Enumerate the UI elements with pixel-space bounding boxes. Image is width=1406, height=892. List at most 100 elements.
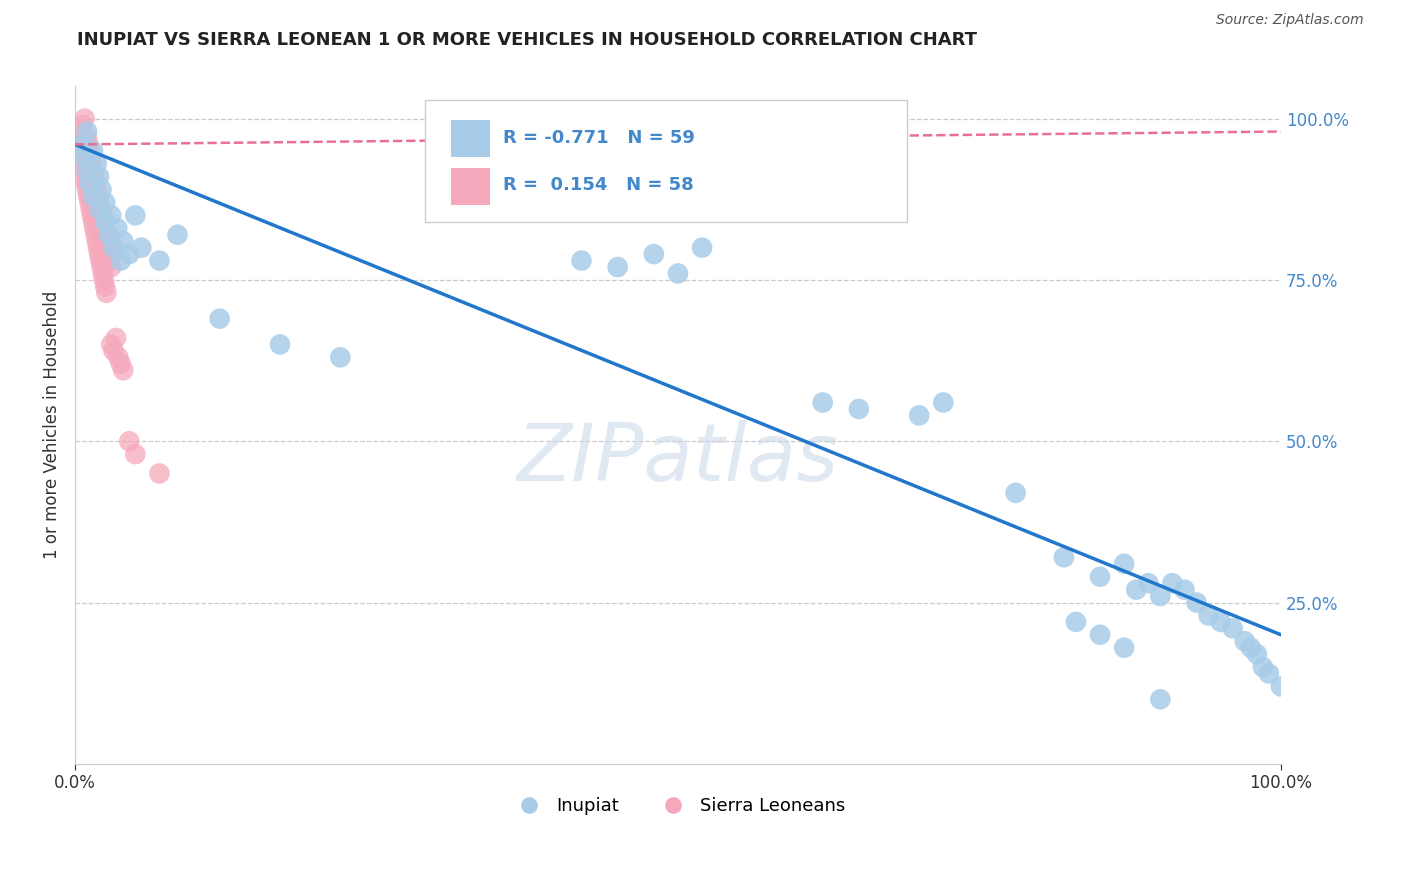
Point xyxy=(66,124,89,138)
Text: R = -0.771   N = 59: R = -0.771 N = 59 xyxy=(503,128,695,147)
Point xyxy=(83,221,105,235)
Point xyxy=(643,247,665,261)
Point xyxy=(73,150,96,164)
Point xyxy=(89,169,111,184)
Point xyxy=(89,202,111,216)
Point xyxy=(97,241,120,255)
Point xyxy=(112,234,135,248)
Point xyxy=(666,267,689,281)
Point xyxy=(166,227,188,242)
Point xyxy=(1173,582,1195,597)
Point xyxy=(69,137,91,152)
Point xyxy=(1257,666,1279,681)
Point xyxy=(96,234,118,248)
Point xyxy=(76,131,98,145)
Point xyxy=(1185,595,1208,609)
Point xyxy=(606,260,628,274)
Point xyxy=(94,195,117,210)
Point xyxy=(1233,634,1256,648)
Point xyxy=(1251,660,1274,674)
Point xyxy=(90,260,112,274)
Point xyxy=(80,208,103,222)
Point xyxy=(86,183,108,197)
Point xyxy=(82,144,104,158)
Point xyxy=(72,157,94,171)
Point xyxy=(89,202,111,216)
Point xyxy=(1240,640,1263,655)
Point xyxy=(811,395,834,409)
Point xyxy=(96,285,118,300)
Point xyxy=(118,247,141,261)
Point xyxy=(75,176,97,190)
Point xyxy=(89,247,111,261)
Point xyxy=(329,351,352,365)
Text: Source: ZipAtlas.com: Source: ZipAtlas.com xyxy=(1216,13,1364,28)
Point xyxy=(1222,621,1244,635)
Point xyxy=(76,124,98,138)
Point xyxy=(908,409,931,423)
Point xyxy=(84,227,107,242)
Point xyxy=(82,215,104,229)
Point xyxy=(1064,615,1087,629)
Point xyxy=(148,253,170,268)
Point xyxy=(79,150,101,164)
Point xyxy=(70,118,93,132)
Point xyxy=(1114,640,1136,655)
Point xyxy=(1270,680,1292,694)
Text: INUPIAT VS SIERRA LEONEAN 1 OR MORE VEHICLES IN HOUSEHOLD CORRELATION CHART: INUPIAT VS SIERRA LEONEAN 1 OR MORE VEHI… xyxy=(77,31,977,49)
Point xyxy=(89,253,111,268)
Point xyxy=(1198,608,1220,623)
FancyBboxPatch shape xyxy=(425,100,907,222)
Point xyxy=(110,357,132,371)
Point xyxy=(148,467,170,481)
Point xyxy=(105,221,128,235)
Point xyxy=(690,241,713,255)
Point xyxy=(80,157,103,171)
Point xyxy=(73,163,96,178)
Point xyxy=(118,434,141,449)
Point xyxy=(1053,550,1076,565)
Point xyxy=(79,202,101,216)
Point xyxy=(1088,628,1111,642)
Point xyxy=(1149,589,1171,603)
Point xyxy=(100,337,122,351)
Point xyxy=(77,137,100,152)
Point xyxy=(208,311,231,326)
Point xyxy=(94,215,117,229)
Point xyxy=(82,189,104,203)
Point xyxy=(75,169,97,184)
Point xyxy=(90,208,112,222)
Point xyxy=(124,208,146,222)
Point xyxy=(91,215,114,229)
Point xyxy=(94,279,117,293)
Point xyxy=(97,227,120,242)
Point xyxy=(269,337,291,351)
Point xyxy=(103,343,125,358)
Point xyxy=(1004,486,1026,500)
Point xyxy=(112,363,135,377)
Point xyxy=(82,163,104,178)
Point xyxy=(70,144,93,158)
Point xyxy=(93,273,115,287)
Point xyxy=(1088,570,1111,584)
Point xyxy=(98,253,121,268)
Point xyxy=(83,169,105,184)
Point xyxy=(84,176,107,190)
Point xyxy=(72,150,94,164)
Point xyxy=(87,189,110,203)
Point xyxy=(79,176,101,190)
Point xyxy=(89,195,111,210)
Point xyxy=(76,163,98,178)
Point xyxy=(105,331,128,345)
Point xyxy=(86,234,108,248)
Point xyxy=(1209,615,1232,629)
Point xyxy=(110,253,132,268)
Point xyxy=(100,260,122,274)
Point xyxy=(77,189,100,203)
FancyBboxPatch shape xyxy=(451,168,489,205)
Legend: Inupiat, Sierra Leoneans: Inupiat, Sierra Leoneans xyxy=(503,790,852,822)
Point xyxy=(1149,692,1171,706)
Point xyxy=(107,351,129,365)
Point xyxy=(848,401,870,416)
Point xyxy=(97,247,120,261)
